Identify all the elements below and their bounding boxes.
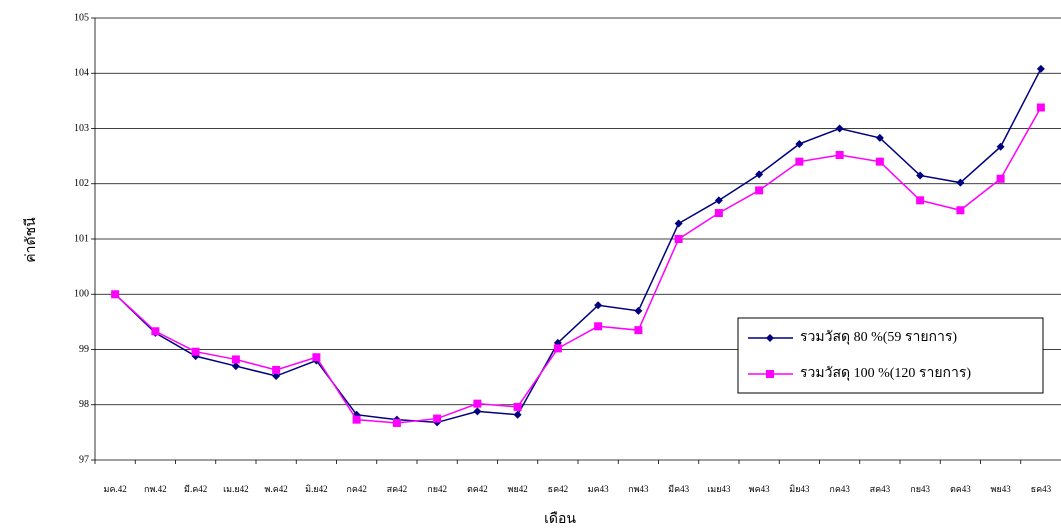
- x-tick-label: กพ.42: [144, 484, 167, 494]
- marker: [473, 399, 482, 408]
- x-tick-label: มิ.ย42: [305, 484, 327, 494]
- marker: [231, 355, 240, 364]
- y-axis-title: ค่าดัชนี: [23, 217, 39, 263]
- x-tick-label: สค42: [387, 484, 408, 494]
- series-line: [114, 68, 1042, 424]
- y-tick-label: 97: [79, 454, 89, 465]
- x-tick-label: มค43: [588, 484, 609, 494]
- x-tick-label: พ.ค42: [265, 484, 288, 494]
- marker: [714, 209, 723, 218]
- marker: [766, 370, 774, 378]
- marker: [875, 133, 884, 142]
- marker: [594, 322, 603, 331]
- marker: [1036, 64, 1045, 73]
- marker: [996, 174, 1005, 183]
- marker: [272, 372, 281, 381]
- marker: [433, 414, 442, 423]
- x-tick-label: กย43: [910, 484, 930, 494]
- marker: [231, 362, 240, 371]
- marker: [956, 206, 965, 215]
- marker: [766, 334, 774, 342]
- marker: [916, 196, 925, 205]
- y-tick-label: 103: [74, 123, 89, 134]
- x-tick-label: มี.ค42: [184, 484, 207, 494]
- marker: [795, 139, 804, 148]
- marker: [513, 402, 522, 411]
- legend-label: รวมวัสดุ 100 %(120 รายการ): [800, 366, 971, 381]
- x-tick-label: ตค42: [467, 484, 488, 494]
- x-tick-label: พค43: [749, 484, 770, 494]
- y-tick-label: 101: [74, 233, 89, 244]
- marker: [312, 353, 321, 362]
- marker: [674, 219, 683, 228]
- marker: [272, 365, 281, 374]
- x-tick-label: สค43: [870, 484, 891, 494]
- x-tick-label: มีค43: [668, 484, 689, 494]
- y-tick-label: 102: [74, 178, 89, 189]
- marker: [553, 344, 562, 353]
- x-tick-label: เม.ย42: [223, 484, 249, 494]
- marker: [191, 347, 200, 356]
- x-tick-label: ธค43: [1031, 484, 1052, 494]
- x-tick-label: พย42: [508, 484, 528, 494]
- marker: [714, 196, 723, 205]
- legend-label: รวมวัสดุ 80 %(59 รายการ): [800, 330, 957, 345]
- marker: [634, 326, 643, 335]
- x-tick-label: เมย43: [707, 484, 731, 494]
- x-tick-label: พย43: [991, 484, 1012, 494]
- y-tick-label: 105: [74, 12, 89, 23]
- x-tick-label: ธค42: [548, 484, 569, 494]
- x-tick-label: ตค43: [950, 484, 971, 494]
- marker: [835, 124, 844, 133]
- x-axis-title: เดือน: [544, 511, 576, 527]
- y-tick-label: 100: [74, 289, 89, 300]
- marker: [392, 418, 401, 427]
- marker: [513, 410, 522, 419]
- marker: [352, 415, 361, 424]
- x-tick-label: กค42: [346, 484, 366, 494]
- x-tick-label: กค43: [829, 484, 850, 494]
- marker: [755, 186, 764, 195]
- series-line: [114, 107, 1042, 424]
- x-tick-label: มค.42: [104, 484, 127, 494]
- marker: [916, 171, 925, 180]
- marker: [111, 290, 120, 299]
- marker: [755, 170, 764, 179]
- y-tick-label: 98: [79, 399, 89, 410]
- y-tick-label: 104: [74, 68, 89, 79]
- legend-box: [737, 317, 1044, 394]
- x-tick-label: กพ43: [628, 484, 649, 494]
- marker: [151, 327, 160, 336]
- marker: [1036, 103, 1045, 112]
- marker: [473, 407, 482, 416]
- marker: [875, 157, 884, 166]
- marker: [634, 306, 643, 315]
- marker: [674, 235, 683, 243]
- marker: [956, 178, 965, 187]
- marker: [835, 151, 844, 160]
- marker: [795, 157, 804, 166]
- x-tick-label: กย42: [427, 484, 447, 494]
- x-tick-label: มิย43: [789, 484, 810, 494]
- y-tick-label: 99: [79, 344, 89, 355]
- marker: [594, 301, 603, 310]
- marker: [996, 142, 1005, 151]
